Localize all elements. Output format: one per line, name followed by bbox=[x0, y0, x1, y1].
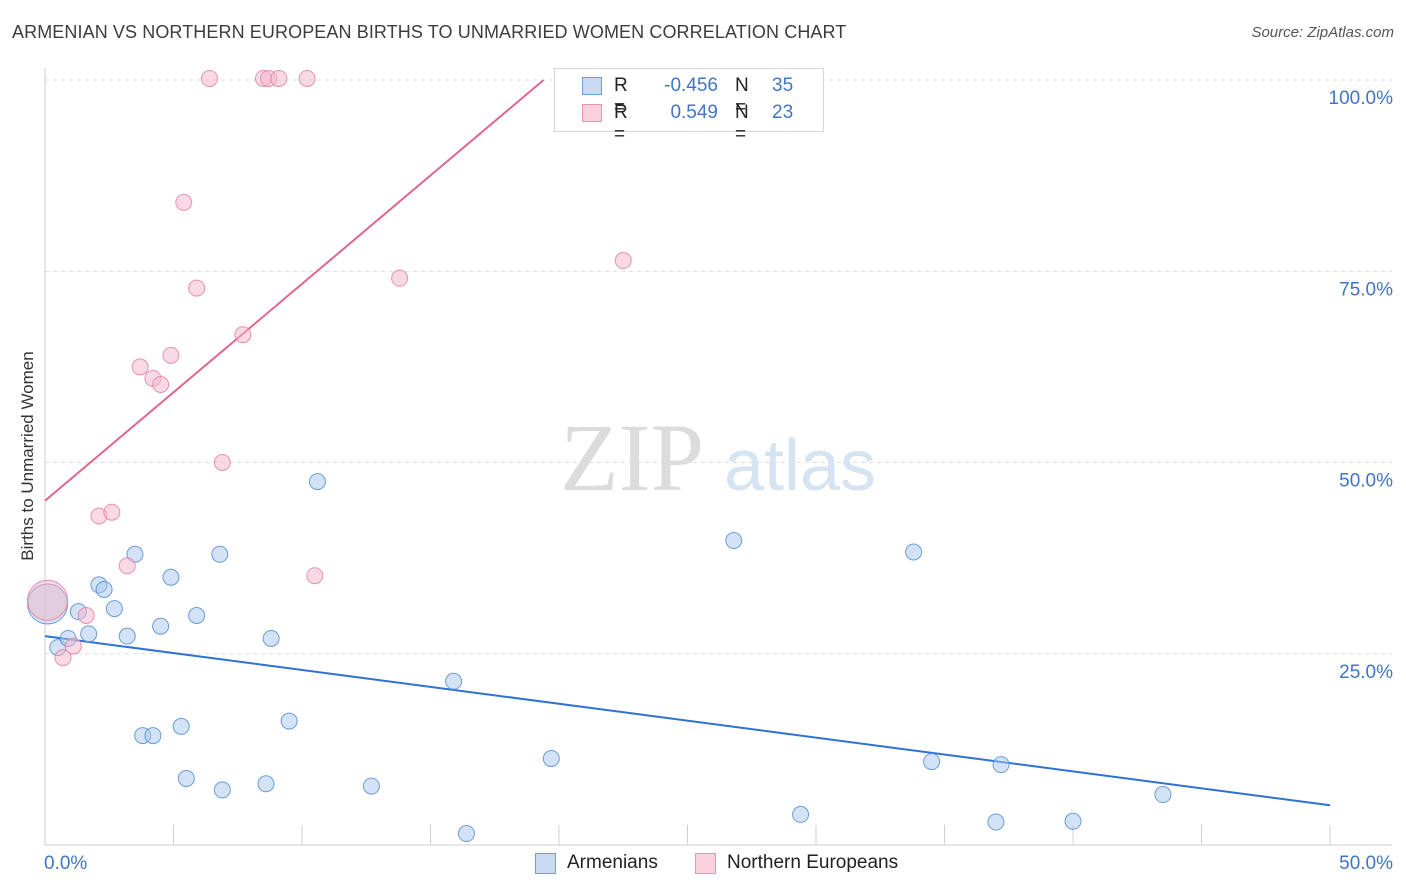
point-armenians bbox=[262, 629, 280, 647]
trend-line-armenians bbox=[44, 635, 1331, 807]
point-armenians bbox=[162, 568, 180, 586]
watermark-zip: ZIP bbox=[560, 404, 704, 511]
x-tick-label: 0.0% bbox=[44, 853, 87, 874]
point-armenians bbox=[445, 672, 463, 690]
tick-labels: 25.0% 50.0% 75.0% 100.0% 0.0% 50.0% bbox=[44, 88, 1393, 874]
legend-n-label: N = bbox=[735, 102, 749, 145]
point-armenians bbox=[105, 600, 123, 618]
point-armenians bbox=[987, 813, 1005, 831]
legend-n-value: 35 bbox=[772, 75, 794, 96]
point-armenians bbox=[213, 781, 231, 799]
point-northern-europeans bbox=[152, 375, 170, 393]
legend-swatch-northern-europeans bbox=[582, 104, 602, 122]
point-armenians bbox=[1064, 812, 1082, 830]
legend-n-value: 23 bbox=[772, 102, 794, 123]
point-armenians bbox=[188, 607, 206, 624]
point-armenians bbox=[792, 805, 810, 823]
point-northern-europeans bbox=[306, 567, 324, 585]
point-armenians bbox=[1154, 786, 1172, 804]
point-armenians bbox=[923, 753, 941, 771]
point-armenians bbox=[457, 825, 475, 843]
point-armenians bbox=[144, 727, 162, 745]
point-northern-europeans bbox=[64, 637, 82, 655]
x-tick-label: 50.0% bbox=[1339, 853, 1393, 874]
point-northern-europeans bbox=[188, 279, 206, 297]
point-armenians bbox=[257, 775, 275, 793]
correlation-legend: R = -0.456 N = 35 R = 0.549 N = 23 bbox=[554, 68, 824, 145]
y-tick-label: 50.0% bbox=[1339, 471, 1393, 492]
y-tick-label: 75.0% bbox=[1339, 279, 1393, 300]
grid-lines bbox=[45, 79, 1392, 655]
legend-r-value: -0.456 bbox=[664, 75, 718, 96]
y-tick-label: 25.0% bbox=[1339, 662, 1393, 683]
point-northern-europeans bbox=[54, 649, 72, 667]
trend-line-northern-europeans bbox=[44, 79, 545, 502]
point-armenians bbox=[362, 777, 380, 795]
watermark-atlas: atlas bbox=[724, 426, 876, 506]
point-northern-europeans bbox=[175, 193, 193, 211]
point-northern-europeans bbox=[77, 607, 95, 624]
point-armenians bbox=[80, 625, 98, 643]
point-northern-europeans bbox=[298, 69, 316, 87]
point-northern-europeans bbox=[391, 269, 409, 287]
bottom-legend-label: Armenians bbox=[567, 852, 658, 873]
point-armenians bbox=[211, 545, 229, 563]
point-armenians bbox=[542, 750, 560, 768]
bottom-legend-label: Northern Europeans bbox=[727, 852, 899, 873]
legend-r-label: R = bbox=[614, 102, 628, 145]
point-armenians bbox=[172, 717, 190, 735]
point-northern-europeans bbox=[234, 326, 252, 344]
point-armenians bbox=[280, 712, 298, 730]
point-northern-europeans bbox=[118, 557, 136, 575]
point-northern-europeans bbox=[162, 346, 180, 364]
source-label: Source: ZipAtlas.com bbox=[1251, 24, 1394, 41]
point-northern-europeans bbox=[103, 503, 121, 521]
bottom-legend-swatch-armenians bbox=[535, 853, 556, 874]
watermark: ZIP atlas bbox=[560, 404, 876, 511]
point-northern-europeans bbox=[270, 69, 288, 87]
point-armenians bbox=[118, 627, 136, 645]
legend-swatch-armenians bbox=[582, 77, 602, 95]
point-northern-europeans bbox=[27, 579, 69, 621]
point-northern-europeans bbox=[614, 252, 632, 270]
legend-n-label: N = bbox=[735, 75, 749, 118]
bottom-legend-swatch-northern-europeans bbox=[695, 853, 716, 874]
point-armenians bbox=[152, 617, 170, 635]
data-points bbox=[27, 69, 1172, 843]
point-armenians bbox=[308, 473, 326, 491]
y-axis-label: Births to Unmarried Women bbox=[18, 351, 37, 561]
trend-lines bbox=[44, 79, 1331, 807]
axes bbox=[44, 68, 1392, 846]
point-northern-europeans bbox=[200, 69, 218, 87]
point-armenians bbox=[95, 580, 113, 598]
point-northern-europeans bbox=[213, 454, 231, 471]
point-northern-europeans bbox=[131, 358, 149, 376]
y-tick-label: 100.0% bbox=[1329, 88, 1394, 109]
point-armenians bbox=[725, 532, 743, 550]
point-armenians bbox=[177, 769, 195, 787]
legend-r-value: 0.549 bbox=[670, 102, 718, 123]
legend-r-label: R = bbox=[614, 75, 628, 118]
point-armenians bbox=[905, 543, 923, 561]
chart-title: ARMENIAN VS NORTHERN EUROPEAN BIRTHS TO … bbox=[12, 22, 847, 42]
point-armenians bbox=[992, 756, 1010, 774]
